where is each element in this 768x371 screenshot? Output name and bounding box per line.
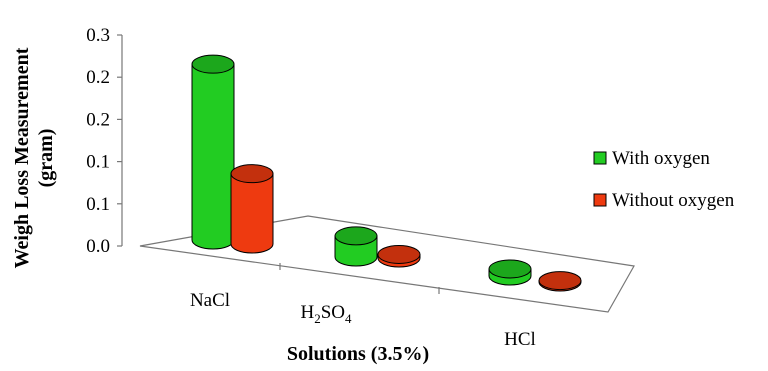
bar-without-oxygen-1 bbox=[377, 244, 421, 268]
bar-with-oxygen-2 bbox=[488, 259, 532, 286]
legend-label-without-oxygen: Without oxygen bbox=[612, 190, 735, 211]
y-tick-label: 0.1 bbox=[86, 152, 110, 173]
y-tick-label: 0.1 bbox=[86, 194, 110, 215]
bar-body bbox=[230, 173, 274, 254]
y-axis: 0.0 0.1 0.1 0.2 0.2 0.3 bbox=[86, 25, 440, 294]
y-axis-title-line1: Weigh Loss Measurement bbox=[11, 47, 33, 268]
chart-bars bbox=[191, 54, 582, 292]
x-category-label: H2SO4 bbox=[300, 302, 352, 326]
bar-top bbox=[334, 226, 378, 246]
bar-top bbox=[538, 271, 582, 291]
x-axis-title: Solutions (3.5%) bbox=[287, 343, 429, 365]
legend-swatch-without-oxygen bbox=[593, 193, 607, 207]
bar-top bbox=[377, 244, 421, 264]
bar-top bbox=[488, 259, 532, 279]
bar-without-oxygen-2 bbox=[538, 271, 582, 292]
y-axis-title-line2: (gram) bbox=[35, 129, 57, 188]
bar-top bbox=[230, 164, 274, 184]
legend: With oxygen Without oxygen bbox=[593, 148, 735, 211]
x-axis-categories: NaCl H2SO4 HCl bbox=[190, 290, 536, 350]
bar-without-oxygen-0 bbox=[230, 164, 274, 254]
bar-body bbox=[191, 63, 235, 250]
x-category-label: NaCl bbox=[190, 290, 230, 311]
y-tick-label: 0.2 bbox=[86, 67, 110, 88]
y-tick-label: 0.0 bbox=[86, 236, 110, 257]
y-axis-title-unit: (gram) bbox=[35, 129, 57, 188]
legend-label-with-oxygen: With oxygen bbox=[612, 148, 710, 169]
bar-top bbox=[191, 54, 235, 74]
y-axis-title: Weigh Loss Measurement bbox=[11, 47, 33, 268]
bar-with-oxygen-1 bbox=[334, 226, 378, 267]
bar-with-oxygen-0 bbox=[191, 54, 235, 250]
x-category-label: HCl bbox=[504, 329, 536, 350]
y-tick-label: 0.2 bbox=[86, 109, 110, 130]
y-tick-label: 0.3 bbox=[86, 25, 110, 46]
legend-swatch-with-oxygen bbox=[593, 151, 607, 165]
